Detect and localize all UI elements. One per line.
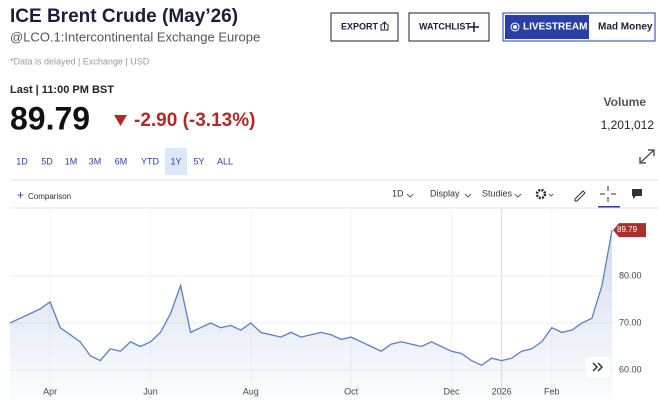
range-option[interactable]: 5D (41, 156, 53, 166)
expand-icon[interactable] (639, 149, 655, 164)
comment-icon[interactable] (632, 189, 642, 199)
button-label: EXPORT (341, 21, 379, 31)
button-label: Mad Money (598, 22, 653, 33)
down-arrow (114, 115, 127, 126)
price-chart: 60.0070.0080.00AprJunAugOctDec2026Feb89.… (9, 208, 646, 400)
volume: 1,201,012 (601, 118, 655, 132)
export-button[interactable]: EXPORT (330, 12, 399, 42)
draw-icon[interactable] (574, 190, 586, 202)
plus-icon (469, 22, 479, 32)
y-tick-label: 80.00 (619, 270, 642, 280)
live-icon-dot (513, 25, 517, 29)
live-icon (510, 22, 520, 32)
range-option[interactable]: 1Y (170, 156, 181, 166)
range-option[interactable]: 1D (16, 156, 28, 166)
studies-select[interactable]: Studies (482, 188, 513, 198)
y-tick-label: 60.00 (619, 364, 642, 374)
button-frame (330, 12, 399, 42)
last-price-label: 89.79 (617, 225, 638, 234)
comparison-label[interactable]: Comparison (28, 192, 71, 201)
range-option[interactable]: ALL (217, 156, 233, 166)
display-select[interactable]: Display (430, 188, 460, 198)
quote-time: Last | 11:00 PM BST (10, 84, 114, 96)
range-option[interactable]: 3M (89, 156, 102, 166)
crosshair-icon[interactable] (600, 186, 616, 202)
price-area (10, 230, 612, 400)
comparison-plus[interactable]: + (17, 188, 24, 202)
button-label: WATCHLIST (419, 21, 471, 31)
scroll-icon (592, 362, 604, 372)
range-option[interactable]: 5Y (193, 156, 204, 166)
interval-select[interactable]: 1D (392, 188, 404, 198)
range-option[interactable]: 6M (115, 156, 128, 166)
price-change: -2.90 (-3.13%) (134, 110, 255, 131)
price-line (9, 229, 613, 367)
price: 89.79 (10, 100, 90, 136)
export-icon (380, 21, 389, 31)
range-option[interactable]: YTD (141, 156, 160, 166)
last-price-badge (613, 223, 646, 238)
livestream-button[interactable]: LIVESTREAM Mad Money (502, 12, 656, 42)
range-option[interactable]: 1M (65, 156, 78, 166)
delay-note: *Data is delayed | Exchange | USD (10, 56, 150, 66)
range-selector: 1D 5D 1M 3M 6M YTD 1Y 5Y ALL (16, 148, 233, 175)
y-tick-label: 70.00 (619, 317, 642, 327)
settings-icon[interactable] (535, 188, 547, 200)
button-label: LIVESTREAM (523, 22, 587, 33)
subtitle: @LCO.1:Intercontinental Exchange Europe (10, 29, 260, 44)
range-selected (165, 148, 187, 175)
dropdown-carets (406, 193, 554, 198)
title: ICE Brent Crude (May’26) (10, 6, 238, 27)
volume-label: Volume (604, 95, 647, 109)
watchlist-button[interactable]: WATCHLIST (408, 12, 490, 42)
